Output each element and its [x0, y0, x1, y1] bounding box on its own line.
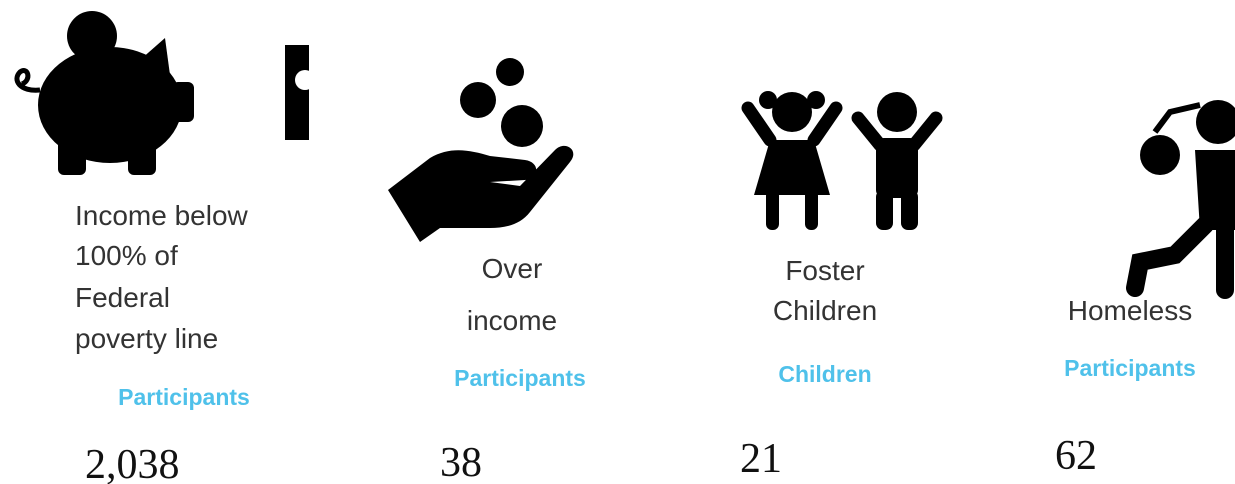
group-label: Children: [778, 361, 871, 387]
group-label: Participants: [118, 384, 250, 410]
group-label: Participants: [1064, 355, 1196, 381]
homeless-icon: [1126, 100, 1235, 299]
label-line: Federal: [75, 282, 170, 313]
count: 21: [740, 436, 782, 482]
label-line: Foster: [785, 255, 864, 286]
hand-coins-icon: [388, 58, 574, 242]
label-line: income: [467, 305, 557, 336]
count: 62: [1055, 433, 1097, 479]
label-line: Homeless: [1068, 295, 1192, 326]
group-label: Participants: [454, 365, 586, 391]
piggy-bank-icon: [14, 11, 315, 175]
label-line: Children: [773, 295, 877, 326]
count: 38: [440, 440, 482, 484]
label-line: poverty line: [75, 323, 218, 354]
count: 2,038: [85, 442, 180, 484]
children-icon: [741, 91, 943, 230]
label-line: Income below: [75, 200, 249, 231]
label-line: 100% of: [75, 240, 178, 271]
label-line: Over: [482, 253, 543, 284]
